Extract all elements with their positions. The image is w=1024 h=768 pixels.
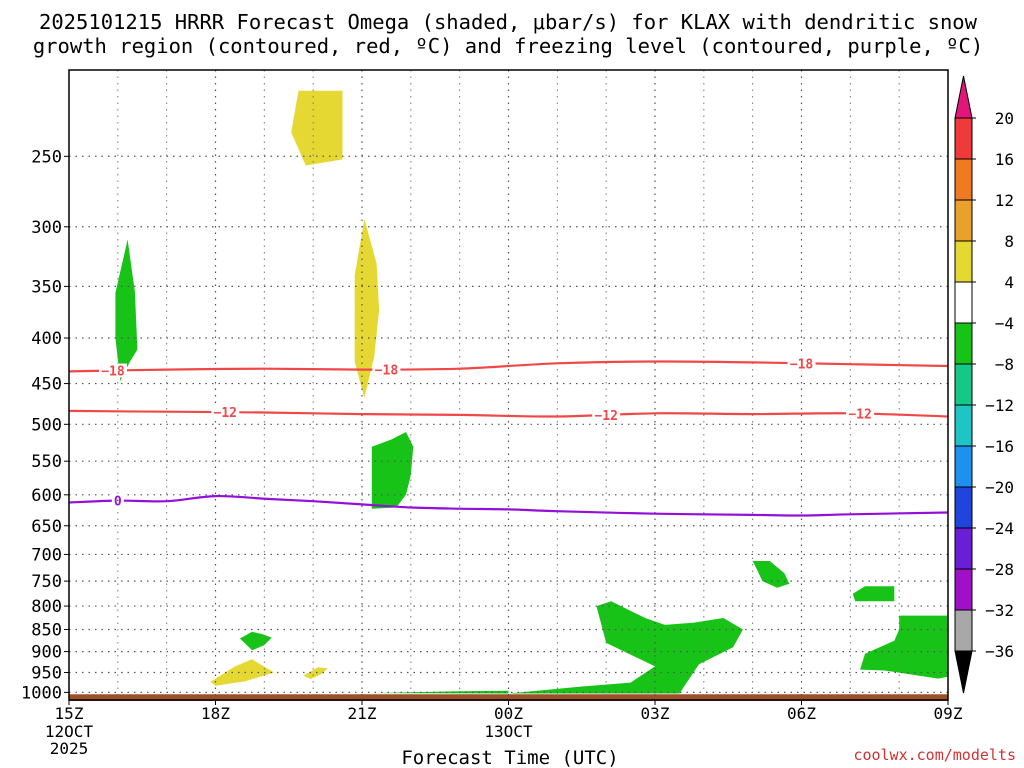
colorbar-bin: [954, 404, 973, 447]
ground-surface: [69, 694, 948, 701]
x-tick-date-label: 13OCT: [484, 722, 533, 741]
colorbar-label: −28: [985, 560, 1014, 579]
dgz-minus-18-label: −18: [101, 365, 125, 380]
y-tick-label: 900: [31, 643, 62, 663]
plot-frame: [68, 69, 949, 701]
colorbar: 20 16 12 8 4 −4 −8 −12 −16 −20 −24 −28 −32 −36: [954, 75, 1014, 694]
freezing-level-0-label: 0: [114, 495, 122, 510]
dgz-minus-18-label: −18: [790, 357, 814, 372]
x-tick-label: 00Z: [494, 704, 523, 723]
y-tick-label: 800: [31, 597, 62, 617]
dgz-minus-12-label: −12: [848, 408, 871, 423]
colorbar-label: −8: [995, 355, 1014, 374]
x-tick-label: 09Z: [934, 704, 963, 723]
colorbar-label: 20: [995, 109, 1014, 128]
omega-region-downward-green: [752, 561, 790, 588]
y-tick-label: 350: [31, 277, 62, 297]
credit-text: coolwx.com/modelts: [853, 746, 1016, 764]
colorbar-bin: [954, 445, 973, 488]
omega-region-downward-green: [239, 631, 272, 651]
x-tick-year-label: 2025: [50, 739, 89, 758]
y-tick-label: 250: [31, 147, 62, 167]
colorbar-label: 8: [1004, 232, 1014, 251]
omega-region-upward-yellow: [291, 90, 343, 166]
colorbar-bin: [954, 158, 973, 201]
omega-region-downward-green: [508, 601, 743, 694]
colorbar-bin: [954, 240, 973, 283]
dgz-minus-12-label: −12: [214, 406, 237, 421]
omega-region-upward-yellow: [210, 659, 275, 686]
y-tick-label: 750: [31, 572, 62, 592]
omega-region-downward-green: [860, 615, 948, 679]
colorbar-label: −36: [985, 642, 1014, 661]
dgz-minus-12-line: [68, 409, 949, 418]
x-tick-label: 03Z: [641, 704, 670, 723]
colorbar-bin: [954, 486, 973, 529]
dgz-minus-12-label: −12: [594, 409, 617, 424]
y-tick-label: 950: [31, 664, 62, 684]
colorbar-label: −12: [985, 396, 1014, 415]
y-tick-label: 600: [31, 486, 62, 506]
dgz-minus-18-label: −18: [375, 363, 399, 378]
y-tick-label: 700: [31, 545, 62, 565]
y-tick-label: 500: [31, 415, 62, 435]
y-tick-label: 400: [31, 329, 62, 349]
colorbar-bottom-arrow: [954, 650, 973, 694]
y-tick-label: 650: [31, 517, 62, 537]
colorbar-bin: [954, 527, 973, 570]
colorbar-label: 16: [995, 150, 1014, 169]
y-tick-label: 300: [31, 218, 62, 238]
x-axis-label: Forecast Time (UTC): [401, 747, 618, 768]
y-axis: 250 300 350 400 450 500 550 600 650 700 750 800 850 9…: [21, 147, 69, 703]
colorbar-label: −16: [985, 437, 1014, 456]
plot-area: −18 −18 −18 −12 −12 −12 0: [68, 69, 949, 701]
colorbar-label: 12: [995, 191, 1014, 210]
freezing-level-0-line: [68, 494, 949, 517]
x-tick-date-label: 12OCT: [45, 722, 94, 741]
chart-title-line-2: growth region (contoured, red, ºC) and f…: [33, 34, 983, 58]
y-tick-label: 1000: [21, 683, 62, 703]
colorbar-bin: [954, 568, 973, 611]
y-tick-label: 850: [31, 620, 62, 640]
colorbar-bin: [954, 609, 973, 652]
y-tick-label: 550: [31, 452, 62, 472]
x-tick-label: 15Z: [55, 704, 84, 723]
omega-region-upward-yellow: [303, 667, 328, 679]
colorbar-label: −32: [985, 601, 1014, 620]
x-tick-label: 18Z: [201, 704, 230, 723]
x-tick-label: 21Z: [348, 704, 377, 723]
colorbar-label: −20: [985, 478, 1014, 497]
colorbar-bin: [954, 363, 973, 406]
omega-region-downward-green: [371, 432, 414, 509]
colorbar-label: 4: [1004, 273, 1014, 292]
chart-title-line-1: 2025101215 HRRR Forecast Omega (shaded, …: [39, 10, 978, 34]
colorbar-bin: [954, 199, 973, 242]
omega-region-downward-green: [852, 586, 895, 602]
colorbar-label: −4: [995, 314, 1014, 333]
omega-region-upward-yellow: [354, 219, 380, 398]
colorbar-bin: [954, 117, 973, 160]
y-tick-label: 450: [31, 375, 62, 395]
colorbar-top-arrow: [954, 75, 973, 119]
omega-region-downward-green: [115, 239, 138, 381]
colorbar-bin: [954, 322, 973, 365]
colorbar-bin: [954, 281, 973, 324]
x-tick-label: 06Z: [787, 704, 816, 723]
colorbar-label: −24: [985, 519, 1014, 538]
